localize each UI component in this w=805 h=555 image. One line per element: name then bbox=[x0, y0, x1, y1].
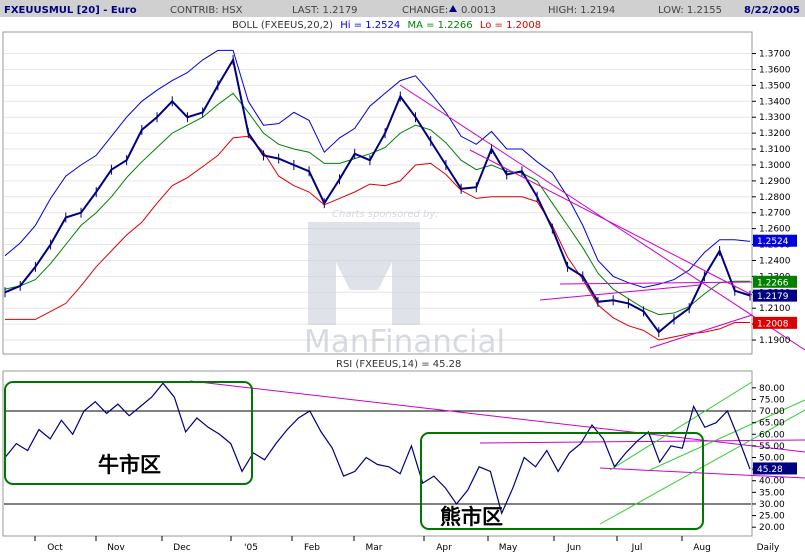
bull-zone-box bbox=[4, 381, 253, 485]
boll-lo-badge bbox=[753, 316, 797, 329]
price-trendline bbox=[399, 84, 805, 351]
boll-legend-ma: MA = 1.2266 bbox=[407, 20, 472, 31]
rsi-value-badge bbox=[753, 462, 797, 475]
x-tick-label: Feb bbox=[304, 543, 320, 553]
low-label: LOW: 1.2155 bbox=[658, 5, 722, 16]
price-trendline bbox=[559, 281, 753, 285]
x-tick-label: Jun bbox=[566, 543, 581, 553]
last-label: LAST: 1.2179 bbox=[292, 5, 358, 16]
rsi-tick-label: 20.00 bbox=[759, 523, 785, 533]
price-tick-label: 1.3000 bbox=[759, 161, 791, 171]
bear-zone-box bbox=[420, 432, 704, 530]
price-tick-label: 1.3600 bbox=[759, 65, 791, 75]
x-tick-label: Aug bbox=[693, 543, 711, 553]
rsi-channel-line bbox=[649, 399, 805, 471]
rsi-tick-label: 55.00 bbox=[759, 442, 785, 452]
x-tick-label: Mar bbox=[366, 543, 383, 553]
rsi-tick-label: 60.00 bbox=[759, 430, 785, 440]
last-price-badge bbox=[753, 289, 797, 302]
price-tick-label: 1.3400 bbox=[759, 97, 791, 107]
x-tick-label: Jul bbox=[631, 543, 643, 553]
price-tick-label: 1.1900 bbox=[759, 336, 791, 346]
change-label: CHANGE: bbox=[402, 5, 448, 16]
watermark-sponsor-text: Charts sponsored by: bbox=[332, 209, 439, 220]
watermark-brand-text: ManFinancial bbox=[304, 324, 505, 360]
rsi-tick-label: 35.00 bbox=[759, 488, 785, 498]
price-series bbox=[4, 54, 751, 338]
bollinger-bands bbox=[4, 49, 751, 341]
rsi-value-badge-text: 45.28 bbox=[757, 465, 783, 475]
price-tick-label: 1.2900 bbox=[759, 177, 791, 187]
middle-band-line bbox=[4, 92, 750, 316]
price-tick-label: 1.2100 bbox=[759, 304, 791, 314]
x-tick-label: Dec bbox=[173, 543, 190, 553]
rsi-badges: 45.28 bbox=[753, 462, 797, 475]
header-date: 8/22/2005 bbox=[744, 5, 800, 16]
boll-hi-badge-text: 1.2524 bbox=[757, 237, 789, 247]
rsi-gridlines bbox=[4, 410, 751, 505]
rsi-channel-line bbox=[609, 381, 753, 471]
change-up-arrow-icon bbox=[449, 5, 457, 12]
price-tick-label: 1.3700 bbox=[759, 50, 791, 60]
price-tick-label: 1.2600 bbox=[759, 225, 791, 235]
boll-legend-hi: Hi = 1.2524 bbox=[340, 20, 400, 31]
rsi-tick-label: 50.00 bbox=[759, 454, 785, 464]
price-tick-label: 1.2400 bbox=[759, 256, 791, 266]
boll-ma-badge bbox=[753, 275, 797, 288]
lower-band-line bbox=[5, 135, 750, 341]
upper-band-line bbox=[4, 49, 751, 289]
rsi-tick-label: 70.00 bbox=[759, 407, 785, 417]
rsi-line bbox=[4, 382, 751, 516]
boll-ma-badge-text: 1.2266 bbox=[757, 278, 789, 288]
rsi-tick-label: 25.00 bbox=[759, 512, 785, 522]
price-trendline bbox=[649, 314, 753, 349]
boll-legend-prefix: BOLL (FXEEUS,20,2) bbox=[232, 20, 333, 31]
rsi-series bbox=[4, 382, 751, 516]
price-tick-label: 1.3200 bbox=[759, 129, 791, 139]
symbol-title: FXEUUSMUL [20] - Euro bbox=[4, 5, 137, 16]
x-tick-label: Daily bbox=[757, 543, 780, 553]
x-axis: Oct Nov Dec '05 Feb Mar Apr May Jun Jul Aug Daily bbox=[34, 536, 780, 553]
boll-lo-badge-text: 1.2008 bbox=[757, 319, 789, 329]
price-tick-label: 1.3100 bbox=[759, 145, 791, 155]
x-tick-label: May bbox=[499, 543, 518, 553]
price-tick-label: 1.3300 bbox=[759, 113, 791, 123]
rsi-tick-label: 75.00 bbox=[759, 395, 785, 405]
price-trendline bbox=[469, 149, 753, 296]
x-tick-label: Oct bbox=[47, 543, 63, 553]
close-price-line bbox=[4, 57, 751, 334]
price-tick-label: 1.2700 bbox=[759, 209, 791, 219]
rsi-tick-label: 40.00 bbox=[759, 477, 785, 487]
boll-legend-lo: Lo = 1.2008 bbox=[480, 20, 541, 31]
price-tick-label: 1.3500 bbox=[759, 81, 791, 91]
x-tick-label: '05 bbox=[244, 543, 258, 553]
bull-zone-label: 牛市区 bbox=[98, 453, 161, 477]
boll-legend: BOLL (FXEEUS,20,2) Hi = 1.2524 MA = 1.22… bbox=[232, 20, 541, 31]
bear-zone-label: 熊市区 bbox=[440, 505, 503, 529]
x-axis-band bbox=[0, 538, 805, 555]
change-value: 0.0013 bbox=[461, 5, 496, 16]
watermark-logo: Charts sponsored by: ManFinancial bbox=[304, 209, 505, 360]
price-trendline bbox=[539, 284, 701, 301]
price-tick-label: 1.2800 bbox=[759, 193, 791, 203]
x-tick-label: Nov bbox=[107, 543, 125, 553]
header-band bbox=[0, 0, 805, 17]
x-tick-label: Apr bbox=[436, 543, 452, 553]
price-badges: 1.2524 1.2266 1.2179 1.2008 bbox=[753, 234, 797, 329]
rsi-tick-label: 30.00 bbox=[759, 500, 785, 510]
contrib-label: CONTRIB: HSX bbox=[170, 5, 243, 16]
price-y-axis: 1.3700 1.3600 1.3500 1.3400 1.3300 1.3200 1.31… bbox=[752, 50, 791, 346]
rsi-tick-label: 65.00 bbox=[759, 419, 785, 429]
rsi-legend: RSI (FXEEUS,14) = 45.28 bbox=[336, 359, 461, 370]
rsi-tick-label: 80.00 bbox=[759, 384, 785, 394]
high-label: HIGH: 1.2194 bbox=[548, 5, 615, 16]
last-price-badge-text: 1.2179 bbox=[757, 292, 789, 302]
price-trendlines bbox=[399, 84, 805, 351]
watermark-m-icon bbox=[308, 222, 420, 325]
boll-hi-badge bbox=[753, 234, 797, 247]
rsi-y-axis: 80.0075.0070.0065.0060.0055.0050.0045.00… bbox=[752, 384, 785, 533]
